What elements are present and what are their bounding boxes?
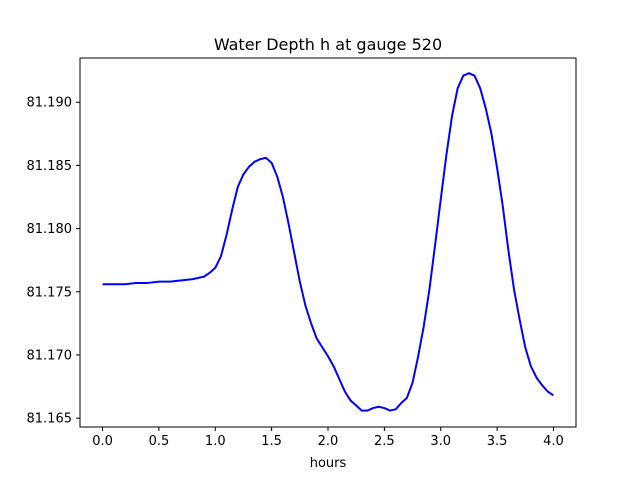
y-tick-label: 81.170	[27, 348, 73, 363]
x-tick-label: 0.0	[92, 434, 113, 449]
x-tick-label: 3.5	[487, 434, 508, 449]
x-tick-label: 1.0	[205, 434, 226, 449]
x-axis-label: hours	[310, 456, 347, 471]
y-tick-label: 81.175	[27, 285, 73, 300]
axes: 0.0 0.5 1.0 1.5 2.0 2.5 3.0 3.5 4.0 81.165 81.170 8…	[27, 57, 577, 449]
y-tick-label: 81.165	[27, 412, 73, 427]
x-tick-label: 0.5	[149, 434, 170, 449]
plot-area	[102, 72, 555, 412]
x-tick-label: 2.5	[374, 434, 395, 449]
y-tick-label: 81.190	[27, 96, 73, 111]
x-tick-label: 3.0	[430, 434, 451, 449]
y-tick-label: 81.180	[27, 222, 73, 237]
x-tick-label: 4.0	[543, 434, 564, 449]
x-tick-label: 2.0	[318, 434, 339, 449]
x-tick-label: 1.5	[261, 434, 282, 449]
y-tick-label: 81.185	[27, 159, 73, 174]
series-line-0	[102, 72, 555, 412]
chart-title: Water Depth h at gauge 520	[214, 35, 442, 54]
